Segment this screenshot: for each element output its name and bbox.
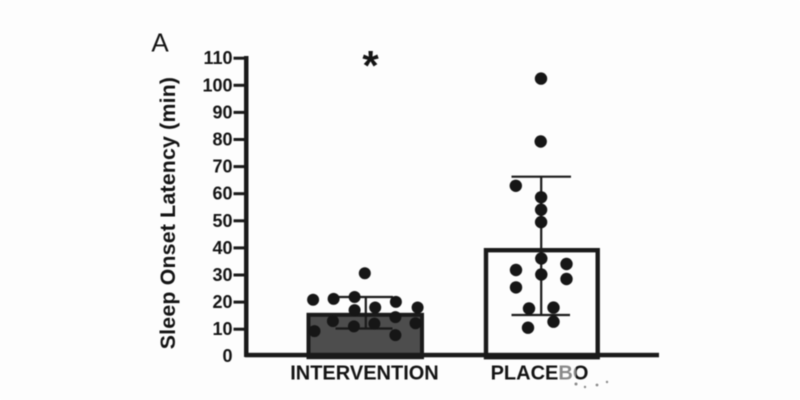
svg-text:90: 90 (212, 102, 232, 122)
svg-text:60: 60 (212, 184, 232, 204)
svg-text:Sleep Onset Latency (min): Sleep Onset Latency (min) (156, 77, 180, 349)
svg-text:10: 10 (212, 319, 232, 339)
svg-text:50: 50 (212, 211, 232, 231)
svg-text:20: 20 (212, 292, 232, 312)
svg-text:A: A (151, 28, 169, 58)
svg-text:*: * (362, 42, 379, 89)
svg-text:70: 70 (212, 157, 232, 177)
svg-text:100: 100 (202, 75, 232, 95)
svg-text:30: 30 (212, 265, 232, 285)
svg-text:40: 40 (212, 238, 232, 258)
svg-text:80: 80 (212, 130, 232, 150)
svg-text:110: 110 (203, 48, 232, 68)
svg-text:0: 0 (222, 346, 232, 366)
svg-text:INTERVENTION: INTERVENTION (290, 363, 439, 385)
